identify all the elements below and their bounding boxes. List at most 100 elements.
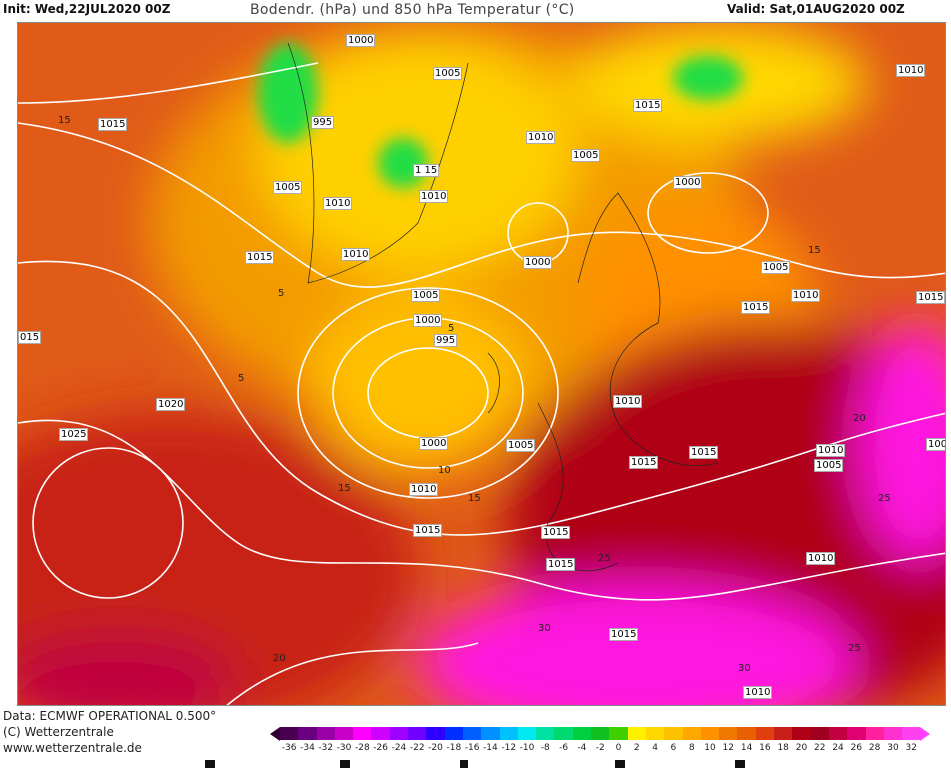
temperature-label: 5: [278, 288, 285, 299]
scale-tick-label: 16: [759, 743, 771, 753]
scale-tick-label: -26: [373, 743, 388, 753]
isobar-label: 1010: [613, 395, 643, 408]
scale-tick-label: 14: [740, 743, 753, 753]
valid-time: Valid: Sat,01AUG2020 00Z: [727, 2, 905, 16]
scale-tick-label: -36: [281, 743, 297, 753]
isobar-label: 1015: [916, 291, 945, 304]
scale-tick-label: -24: [391, 743, 407, 753]
isobar-label: 1000: [419, 437, 449, 450]
scale-tick-label: -4: [577, 743, 587, 753]
color-swatch: [792, 727, 811, 740]
scale-tick-label: -14: [483, 743, 498, 753]
website-link[interactable]: www.wetterzentrale.de: [3, 741, 142, 755]
isobar-label: 1015: [629, 456, 659, 469]
isobar-label: 1000: [413, 314, 443, 327]
next-frame-button[interactable]: [615, 760, 625, 768]
isobar-label: 995: [434, 334, 458, 347]
color-swatch: [554, 727, 573, 740]
scale-tick-label: 0: [615, 743, 622, 753]
color-swatch: [462, 727, 482, 740]
previous-frame-button[interactable]: [340, 760, 350, 768]
isobars: [18, 62, 945, 705]
color-swatch: [700, 727, 720, 740]
scale-low-arrow: [270, 726, 280, 741]
isobar-label: 1005: [814, 459, 844, 472]
color-swatch: [828, 727, 848, 740]
init-time: Init: Wed,22JUL2020 00Z: [3, 2, 171, 16]
scale-tick-label: 22: [814, 743, 826, 753]
isobar-label: 1005: [506, 439, 536, 452]
map-title: Bodendr. (hPa) und 850 hPa Temperatur (°…: [250, 2, 575, 18]
scale-tick-label: -22: [409, 743, 425, 753]
color-swatch: [847, 727, 866, 740]
color-swatch: [280, 727, 299, 740]
scale-tick-label: -12: [501, 743, 517, 753]
color-swatch: [444, 727, 463, 740]
temperature-label: 30: [538, 623, 551, 634]
scale-tick-label: 10: [704, 743, 716, 753]
isobar-label: 1000: [673, 176, 703, 189]
scale-tick-label: 28: [868, 743, 881, 753]
isobar-label: 1005: [433, 67, 463, 80]
color-swatch: [481, 727, 500, 740]
temperature-label: 5: [238, 373, 245, 384]
color-swatch: [865, 727, 884, 740]
temperature-label: 25: [878, 493, 891, 504]
temperature-label: 20: [273, 653, 286, 664]
color-swatch: [334, 727, 354, 740]
scale-tick-label: -34: [300, 743, 315, 753]
isobar-label: 1010: [341, 248, 371, 261]
isobar-label: 1010: [409, 483, 439, 496]
scale-tick-label: 24: [832, 743, 844, 753]
copyright: (C) Wetterzentrale: [3, 725, 114, 739]
isobar-label: 995: [311, 116, 335, 129]
color-swatch: [737, 727, 756, 740]
scale-tick-label: 30: [887, 743, 899, 753]
scale-tick-label: -18: [446, 743, 462, 753]
scale-tick-label: -30: [336, 743, 352, 753]
weather-map: 1000 1005 995 1015 1010 1015 1010 1005 1005 1010 1…: [17, 22, 946, 706]
color-swatch: [426, 727, 445, 740]
scale-tick-label: 32: [905, 743, 917, 753]
temperature-label: 5: [448, 323, 455, 334]
temperature-label: 15: [468, 493, 481, 504]
play-button[interactable]: [460, 760, 468, 768]
isobar-label: 1010: [743, 686, 773, 699]
temperature-label: 25: [598, 553, 611, 564]
color-scale-labels: -36 -34 -32 -30 -28 -26 -24 -22 -20 -18 -16 -14 -12-…: [280, 743, 920, 753]
color-swatch: [609, 727, 628, 740]
isobar-label: 1010: [323, 197, 353, 210]
last-frame-button[interactable]: [735, 760, 745, 768]
isobar-label: 1015: [689, 446, 719, 459]
temperature-label: 25: [848, 643, 861, 654]
temperature-label: 15: [338, 483, 351, 494]
isobar-label: 1010: [791, 289, 821, 302]
isobar-label: 1015: [609, 628, 639, 641]
isobar-label: 1015: [541, 526, 571, 539]
isobar-label: 1 15: [413, 164, 440, 177]
isobar-label: 1015: [741, 301, 771, 314]
isobar-label: 1010: [526, 131, 556, 144]
isobar-label: 1005: [411, 289, 441, 302]
isobar-label: 1010: [816, 444, 846, 457]
temperature-label: 30: [738, 663, 751, 674]
scale-tick-label: 6: [670, 743, 677, 753]
isobar-label: 1005: [571, 149, 601, 162]
isobar-label: 015: [18, 331, 42, 344]
scale-tick-label: -32: [318, 743, 334, 753]
scale-tick-label: 26: [850, 743, 863, 753]
color-swatch: [810, 727, 829, 740]
first-frame-button[interactable]: [205, 760, 215, 768]
isobar-label: 1020: [156, 398, 186, 411]
scale-tick-label: -2: [595, 743, 605, 753]
isobar-label: 1015: [546, 558, 576, 571]
scale-tick-label: 2: [633, 743, 640, 753]
isobar-label: 1015: [633, 99, 663, 112]
scale-tick-label: -28: [354, 743, 370, 753]
isobar-label: 1025: [59, 428, 89, 441]
temperature-field: [18, 23, 945, 705]
coastlines: [287, 42, 719, 572]
isobar-label: 1005: [761, 261, 791, 274]
temperature-label: 20: [853, 413, 866, 424]
scale-tick-label: -10: [519, 743, 535, 753]
